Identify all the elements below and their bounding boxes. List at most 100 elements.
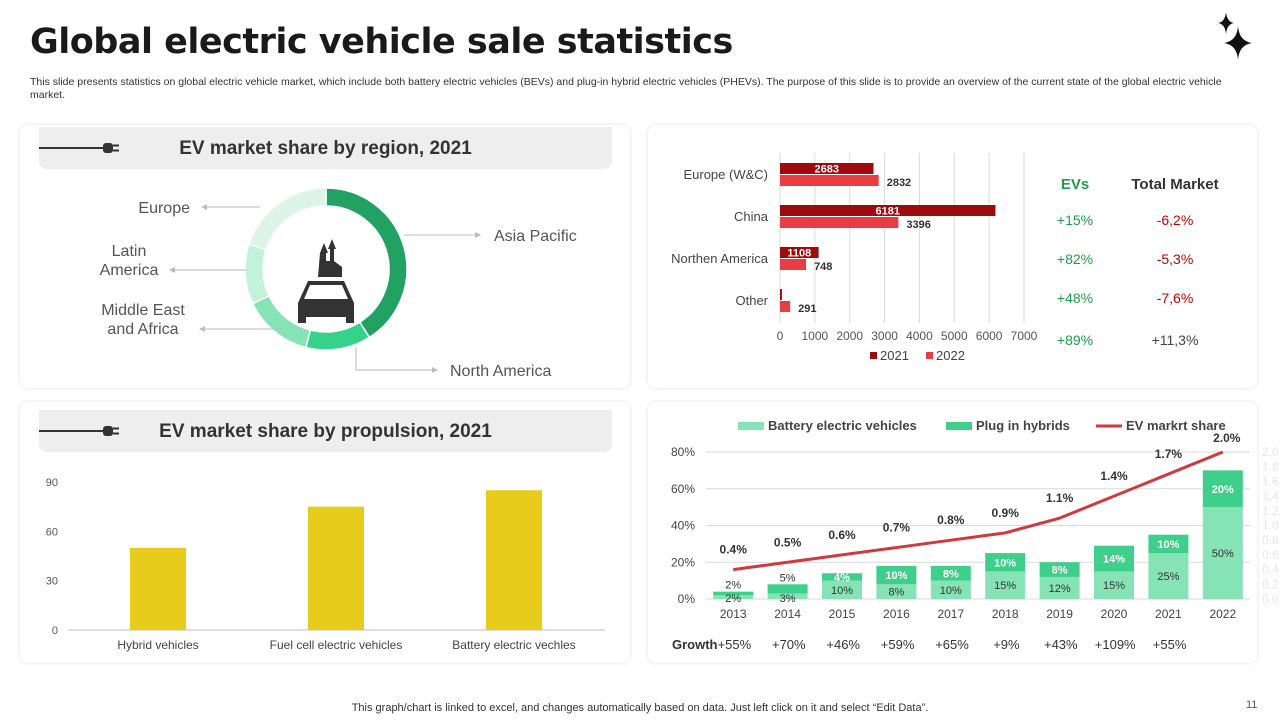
line-label: 1.1% [1046,491,1074,505]
market-growth: +11,3% [1151,332,1199,348]
charging-tower-icon [318,239,342,277]
line-label: 0.6% [828,528,856,542]
bar-2021 [780,289,782,300]
bar [130,547,186,630]
bar-phev [1148,534,1189,554]
bar-bev [1148,553,1189,599]
ev-growth: +15% [1056,212,1094,228]
bar [308,506,364,630]
bev-label: 25% [1157,571,1179,583]
growth-value: +46% [826,637,860,652]
bar-phev [876,565,917,585]
bar-phev [767,584,808,594]
line-label: 0.4% [720,543,748,557]
bev-label: 12% [1049,583,1071,595]
propulsion-title: EV market share by propulsion, 2021 [159,421,492,442]
y-tick-label: 60% [671,482,695,496]
x-tick-label: 4000 [906,329,933,343]
legend-label: 2022 [936,348,965,363]
bev-label: 50% [1212,548,1234,560]
bar-2022 [780,259,807,270]
phev-label: 2% [725,580,741,592]
y2-tick-label: 1.8 [1262,460,1279,474]
line-label: 0.7% [883,521,911,535]
x-tick-label: 7000 [1011,329,1038,343]
arrow-icon [201,204,207,210]
phev-label: 4% [834,572,850,584]
y2-tick-label: 0.4 [1262,563,1279,577]
trend-panel [648,402,1257,663]
bar-phev [713,591,754,596]
legend-label: 2021 [880,348,909,363]
y-tick-label: 60 [46,526,58,538]
x-tick-label: 2021 [1155,607,1182,621]
propulsion-header: EV market share by propulsion, 2021 [39,410,612,452]
bev-label: 15% [994,580,1016,592]
phev-label: 8% [1052,565,1068,577]
region-label: Middle East and Africa [101,302,185,338]
y2-tick-label: 0.8 [1262,533,1279,547]
legend-swatch [946,422,972,430]
growth-value: +55% [718,637,752,652]
page-description: This slide presents statistics on global… [30,76,1222,101]
legend-label: Plug in hybrids [976,418,1070,433]
line-label: 0.9% [992,506,1020,520]
sales-by-region-chart: 0 1000 2000 3000 4000 5000 6000 7000 Europe (W&C… [671,153,1038,363]
arrow-icon [475,232,481,238]
x-tick-label: 2013 [720,607,747,621]
market-header: Total Market [1131,176,1219,193]
page-title: Global electric vehicle sale statistics [30,22,733,62]
bar-phev [822,573,862,581]
region-label: Europe [138,200,190,217]
y2-tick-label: 1.6 [1262,474,1279,488]
growth-label: Growth [672,637,718,652]
market-growth: -6,2% [1156,212,1194,228]
category-label: Northen America [671,251,769,266]
x-tick-label: 3000 [871,329,898,343]
y-tick-label: 0% [678,592,696,606]
bev-label: 10% [940,585,962,597]
bar-2022 [780,217,899,228]
bar-phev [1039,562,1080,577]
line-label: 2.0% [1213,431,1241,445]
data-label: 2832 [887,177,911,189]
bar-bev [822,580,862,599]
x-tick-label: 0 [777,329,784,343]
y2-tick-label: 0.0 [1262,592,1279,606]
page-number: 11 [1246,699,1258,711]
propulsion-chart: 0 30 60 90 Hybrid vehicles Fuel cell electric… [46,477,605,652]
category-label: Hybrid vehicles [117,638,198,652]
donut-slice-europe [248,187,327,251]
leader-line [355,347,432,371]
category-label: Battery electric vechles [452,638,575,652]
category-label: China [734,209,769,224]
category-label: Fuel cell electric vehicles [270,638,403,652]
line-label: 0.8% [937,513,965,527]
arrow-icon [169,267,175,273]
phev-label: 10% [885,570,907,582]
bev-label: 10% [831,585,853,597]
x-tick-label: 2016 [883,607,910,621]
x-tick-label: 2022 [1209,607,1236,621]
line-ev-market-share [732,450,1224,572]
arrow-icon [432,367,438,373]
ev-header: EVs [1060,176,1090,193]
bar-bev [713,595,754,599]
x-tick-label: 2000 [836,329,863,343]
y2-tick-label: 0.6 [1262,548,1279,562]
bar-bev [985,571,1026,599]
sparkle-icon [1218,12,1252,60]
growth-value: +109% [1095,637,1136,652]
line-label: 0.5% [774,535,802,549]
plug-icon [39,426,119,436]
y-tick-label: 30 [46,576,58,588]
y-tick-label: 90 [46,477,58,489]
bar-phev [1202,470,1243,508]
bar-2022 [780,301,791,312]
x-tick-label: 2020 [1101,607,1128,621]
y2-tick-label: 1.0 [1262,519,1279,533]
x-tick-label: 2014 [774,607,801,621]
bar-bev [1094,571,1134,599]
bar-bev [930,580,971,599]
growth-value: +9% [993,637,1020,652]
